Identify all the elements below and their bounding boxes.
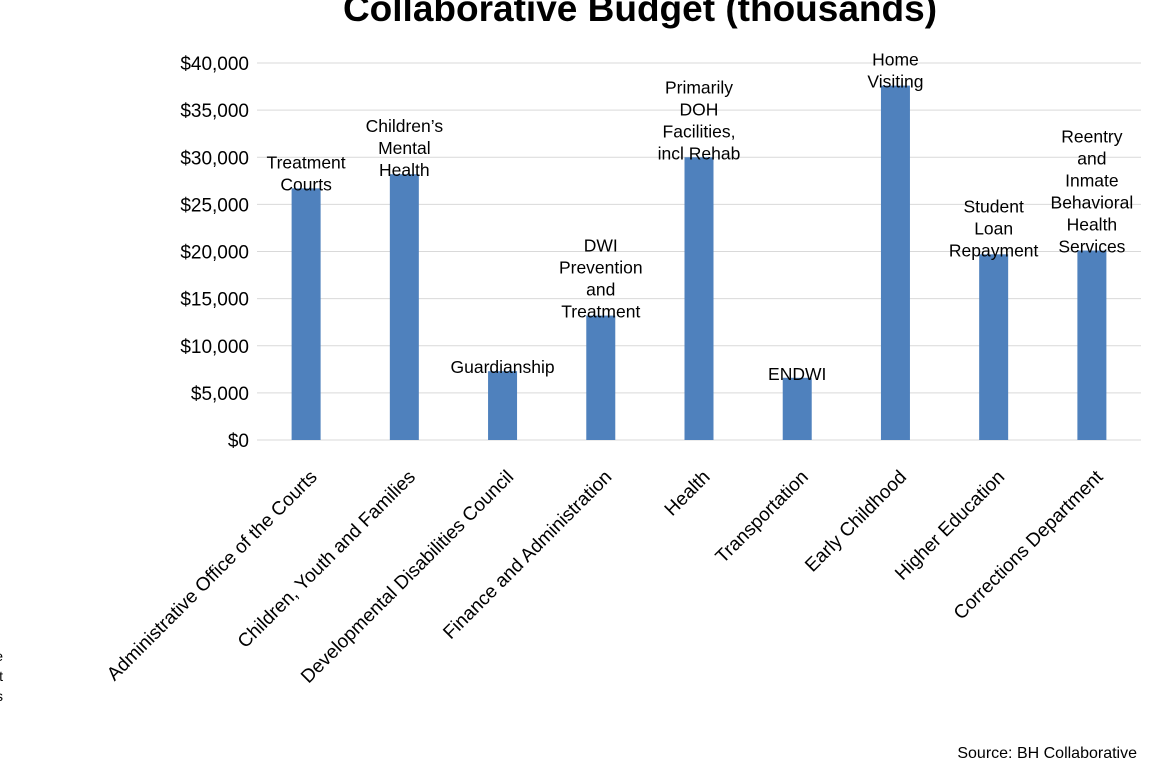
bar <box>880 85 910 441</box>
clipped-fragment: s <box>0 688 3 704</box>
bar <box>1077 250 1107 440</box>
bar <box>586 315 616 440</box>
x-tick-label: Early Childhood <box>801 467 911 577</box>
y-tick-label: $25,000 <box>180 195 249 216</box>
bar <box>782 377 812 440</box>
x-tick-label: Health <box>661 467 715 521</box>
source-note: Source: BH Collaborative <box>957 745 1137 762</box>
bar <box>389 174 419 440</box>
bar-annotations: Treatment Courts Children’s Mental Health Gua… <box>267 50 1134 384</box>
y-tick-label: $30,000 <box>180 148 249 169</box>
bar-annotation: DWI Prevention and Treatment <box>559 236 643 322</box>
bars <box>291 85 1107 441</box>
y-tick-label: $0 <box>228 431 249 452</box>
y-tick-label: $5,000 <box>191 384 249 405</box>
bar <box>979 254 1009 440</box>
clipped-fragment: t <box>0 668 3 684</box>
x-tick-label: Administrative Office of the Courts <box>103 467 321 685</box>
clipped-fragment: e <box>0 648 3 664</box>
x-tick-label: Children, Youth and Families <box>234 467 420 653</box>
y-tick-label: $40,000 <box>180 54 249 75</box>
bar-annotation: Treatment Courts <box>267 152 346 194</box>
clipped-text-fragments: ets <box>0 648 3 704</box>
bar <box>488 371 518 440</box>
x-tick-label: Developmental Disabilities Council <box>297 467 518 688</box>
bar-annotation: Guardianship <box>451 357 555 377</box>
bar-annotation: Student Loan Repayment <box>949 196 1039 260</box>
bar <box>291 188 321 440</box>
x-axis-tick-labels: Administrative Office of the CourtsChild… <box>103 466 1108 687</box>
bar-annotation: Primarily DOH Facilities, incl Rehab <box>658 77 741 163</box>
x-tick-label: Transportation <box>712 467 813 568</box>
y-tick-label: $15,000 <box>180 290 249 311</box>
bar-annotation: Children’s Mental Health <box>366 116 444 180</box>
bar-annotation: ENDWI <box>768 364 826 384</box>
x-tick-label: Finance and Administration <box>439 467 616 644</box>
y-tick-label: $35,000 <box>180 101 249 122</box>
y-tick-label: $10,000 <box>180 337 249 358</box>
chart-title: Collaborative Budget (thousands) <box>343 0 937 29</box>
y-axis-tick-labels: $0 $5,000 $10,000 $15,000 $20,000 $25,000 $30,… <box>180 54 249 452</box>
bar-annotation: Home Visiting <box>867 50 923 92</box>
y-tick-label: $20,000 <box>180 243 249 264</box>
bar <box>684 157 714 440</box>
bar-annotation: Reentry and Inmate Behavioral Health Services <box>1051 127 1134 257</box>
